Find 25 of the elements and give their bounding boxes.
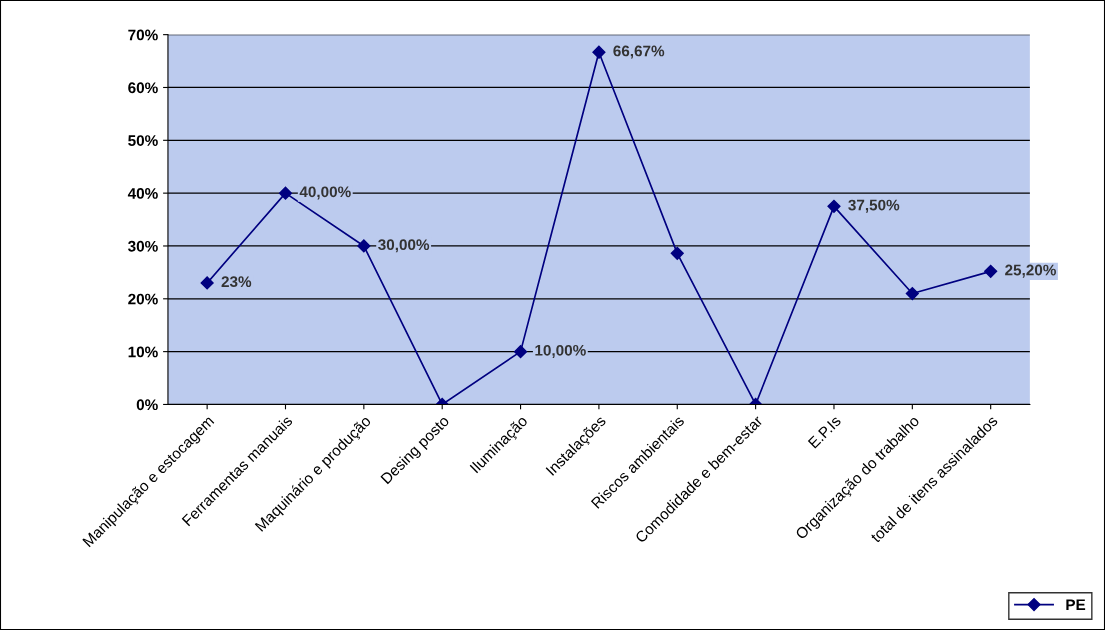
data-label: 37,50% — [848, 199, 900, 213]
point — [905, 286, 919, 301]
y-tick-label: 30% — [128, 240, 158, 252]
y-tick-label: 60% — [128, 82, 158, 94]
point — [357, 239, 371, 253]
data-label: 10,00% — [535, 344, 586, 358]
y-tick-label: 40% — [127, 188, 158, 199]
data-label: 66,67% — [613, 45, 665, 59]
point — [827, 199, 841, 213]
point — [278, 186, 293, 200]
data-label: 25,20% — [1005, 264, 1056, 278]
y-tick-label: 0% — [136, 399, 158, 411]
legend-label: PE — [1066, 599, 1086, 610]
point — [670, 246, 684, 260]
data-label: 30,00% — [378, 239, 430, 253]
y-tick-label: 70% — [128, 29, 158, 41]
data-label: 23% — [221, 276, 252, 288]
point — [200, 276, 214, 290]
y-tick-label: 50% — [128, 135, 158, 146]
y-tick-label: 20% — [128, 293, 158, 305]
point — [984, 264, 998, 278]
y-tick-label: 10% — [128, 346, 158, 358]
data-label: 40,00% — [299, 186, 351, 200]
point — [592, 45, 606, 59]
point — [513, 345, 528, 359]
